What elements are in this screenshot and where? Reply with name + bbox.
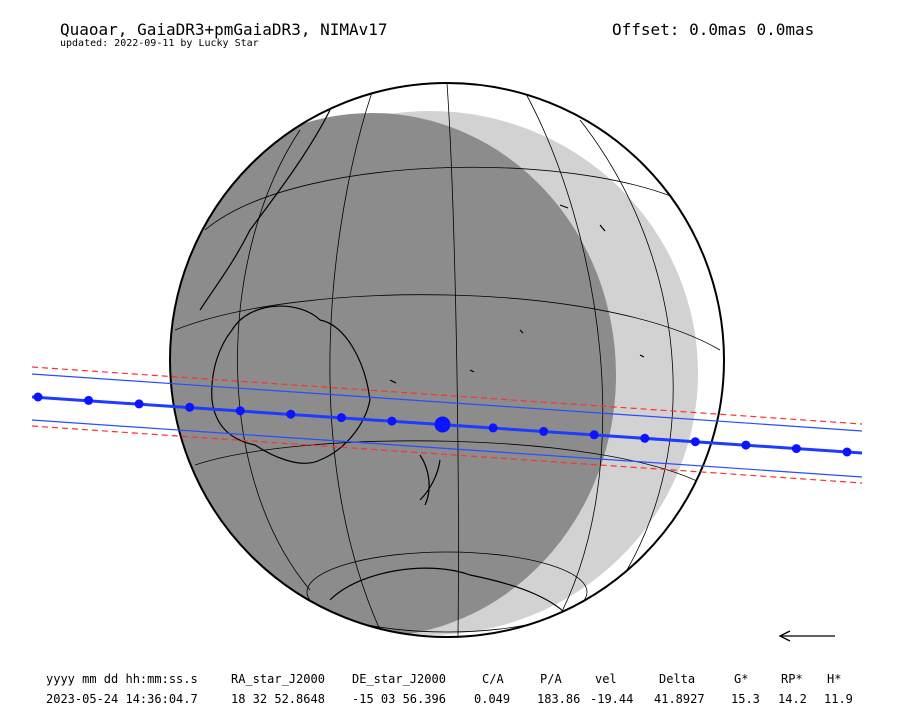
- asia-coastline: [199, 109, 331, 311]
- value-ra: 18 32 52.8648: [231, 692, 325, 706]
- column-header-vel: vel: [595, 672, 617, 686]
- time-marker: [791, 444, 801, 454]
- column-header-pa: P/A: [540, 672, 562, 686]
- value-delta: 41.8927: [654, 692, 705, 706]
- meridian-line: [524, 91, 604, 626]
- islands: [389, 204, 645, 384]
- uncertainty-limit-south: [31, 425, 863, 484]
- value-ca: 0.049: [474, 692, 511, 706]
- time-marker: [185, 402, 195, 412]
- column-header-h: H*: [827, 672, 842, 686]
- value-rp: 14.2: [778, 692, 807, 706]
- time-marker: [640, 433, 650, 443]
- value-pa: 183.86: [537, 692, 581, 706]
- antarctic-circle: [306, 551, 588, 633]
- new-zealand-coastline: [419, 454, 441, 506]
- meridian-line: [237, 129, 311, 591]
- time-marker: [488, 423, 498, 433]
- path-limit-south: [31, 419, 863, 478]
- time-marker: [690, 437, 700, 447]
- time-marker: [134, 399, 144, 409]
- value-date: 2023-05-24 14:36:04.7: [46, 692, 198, 706]
- column-header-ca: C/A: [482, 672, 504, 686]
- time-marker: [84, 395, 94, 405]
- column-header-de: DE_star_J2000: [352, 672, 446, 686]
- time-markers: [33, 392, 852, 457]
- page-subtitle: updated: 2022-09-11 by Lucky Star: [60, 38, 259, 49]
- meridian-line: [329, 91, 381, 631]
- arrow-left-icon: [778, 630, 835, 642]
- time-marker: [336, 413, 346, 423]
- night-region: [170, 113, 616, 637]
- time-marker: [33, 392, 43, 402]
- time-marker: [235, 406, 245, 416]
- value-de: -15 03 56.396: [352, 692, 446, 706]
- uncertainty-limit-north: [31, 366, 863, 425]
- value-vel: -19.44: [590, 692, 634, 706]
- time-marker: [286, 409, 296, 419]
- column-header-date: yyyy mm dd hh:mm:ss.s: [46, 672, 198, 686]
- offset-label: Offset: 0.0mas 0.0mas: [612, 20, 815, 39]
- parallel-line: [204, 166, 701, 231]
- time-marker: [539, 426, 549, 436]
- meridian-line: [579, 119, 674, 611]
- column-header-delta: Delta: [659, 672, 696, 686]
- event-table: yyyy mm dd hh:mm:ss.s RA_star_J2000 DE_s…: [0, 672, 900, 712]
- column-header-g: G*: [734, 672, 749, 686]
- table-value-row: 2023-05-24 14:36:04.7 18 32 52.8648 -15 …: [0, 692, 900, 712]
- value-h: 11.9: [824, 692, 853, 706]
- closest-approach-marker: [434, 416, 451, 433]
- coastlines: [199, 109, 645, 626]
- antarctica-coastline: [329, 567, 576, 626]
- time-marker: [741, 440, 751, 450]
- column-header-ra: RA_star_J2000: [231, 672, 325, 686]
- column-header-rp: RP*: [781, 672, 803, 686]
- globe-outline: [169, 82, 725, 638]
- parallel-line: [194, 440, 706, 486]
- path-limit-north: [31, 373, 863, 432]
- page-title: Quaoar, GaiaDR3+pmGaiaDR3, NIMAv17: [60, 20, 388, 39]
- time-marker: [387, 416, 397, 426]
- time-marker: [589, 430, 599, 440]
- value-g: 15.3: [731, 692, 760, 706]
- parallel-line: [174, 294, 721, 351]
- australia-coastline: [211, 305, 371, 464]
- graticule: [174, 83, 721, 637]
- table-header-row: yyyy mm dd hh:mm:ss.s RA_star_J2000 DE_s…: [0, 672, 900, 692]
- meridian-line: [446, 83, 459, 637]
- time-marker: [842, 447, 852, 457]
